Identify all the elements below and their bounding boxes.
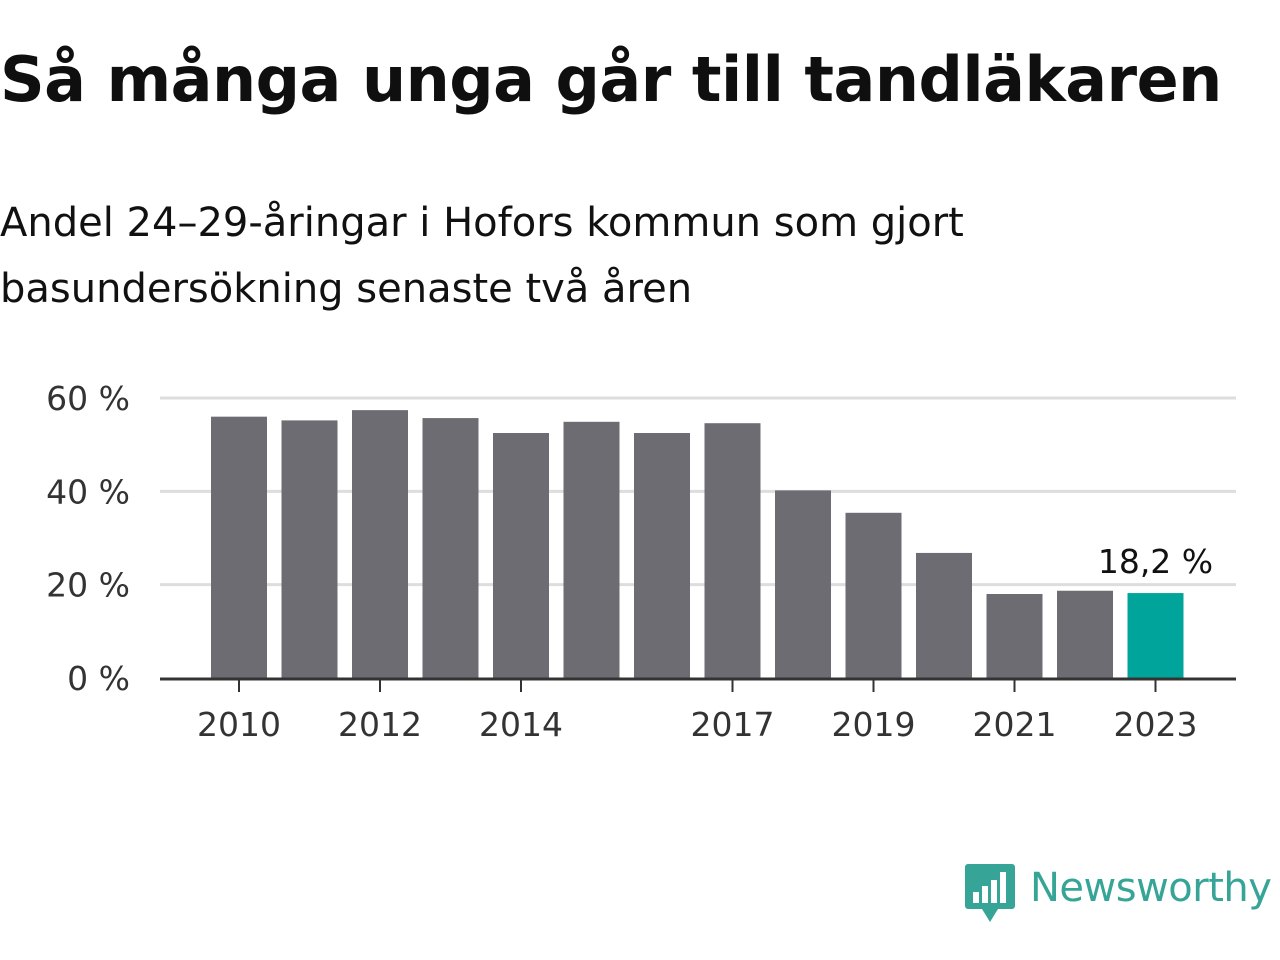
y-tick-label: 40 %: [46, 472, 130, 511]
bar: [281, 420, 338, 678]
y-tick-label: 60 %: [46, 379, 130, 418]
newsworthy-logo-icon: [965, 864, 1015, 922]
x-tick-label: 2017: [691, 705, 775, 744]
x-tick-label: 2021: [973, 705, 1057, 744]
y-tick-label: 0 %: [67, 659, 130, 698]
data-label: 18,2 %: [1098, 542, 1213, 581]
bar: [916, 552, 972, 678]
x-tick-label: 2014: [479, 705, 563, 744]
brand-name: Newsworthy: [1030, 865, 1272, 911]
chart-title: Så många unga går till tandläkaren: [0, 43, 1222, 116]
x-axis: 2010 2012 2014 2017 2019 2021 2023: [160, 677, 1236, 744]
x-tick-label: 2010: [197, 705, 281, 744]
data-labels: 18,2 %: [1098, 542, 1213, 581]
x-tick-label: 2012: [338, 705, 422, 744]
bar: [211, 416, 267, 678]
bar: [563, 421, 620, 678]
bar: [775, 490, 831, 678]
bar: [704, 423, 761, 678]
y-axis-tick-labels: 0 % 20 % 40 % 60 %: [46, 379, 130, 698]
x-tick-label: 2023: [1114, 705, 1198, 744]
bar-highlight: [1127, 593, 1184, 678]
gridlines: [160, 396, 1236, 587]
bar: [986, 594, 1043, 678]
bar-chart: 0 % 20 % 40 % 60 % 2010 2012 2014 2017 2019 2021…: [46, 379, 1236, 744]
chart-subtitle: Andel 24–29-åringar i Hofors kommun som …: [0, 200, 964, 312]
bar: [845, 512, 902, 678]
bar: [1057, 590, 1113, 678]
bars: [211, 410, 1184, 678]
y-tick-label: 20 %: [46, 566, 130, 605]
bar: [352, 410, 408, 678]
bar: [422, 418, 479, 678]
brand-logo: Newsworthy: [964, 862, 1272, 926]
bar: [493, 433, 549, 678]
bar: [634, 433, 690, 678]
x-tick-label: 2019: [832, 705, 916, 744]
